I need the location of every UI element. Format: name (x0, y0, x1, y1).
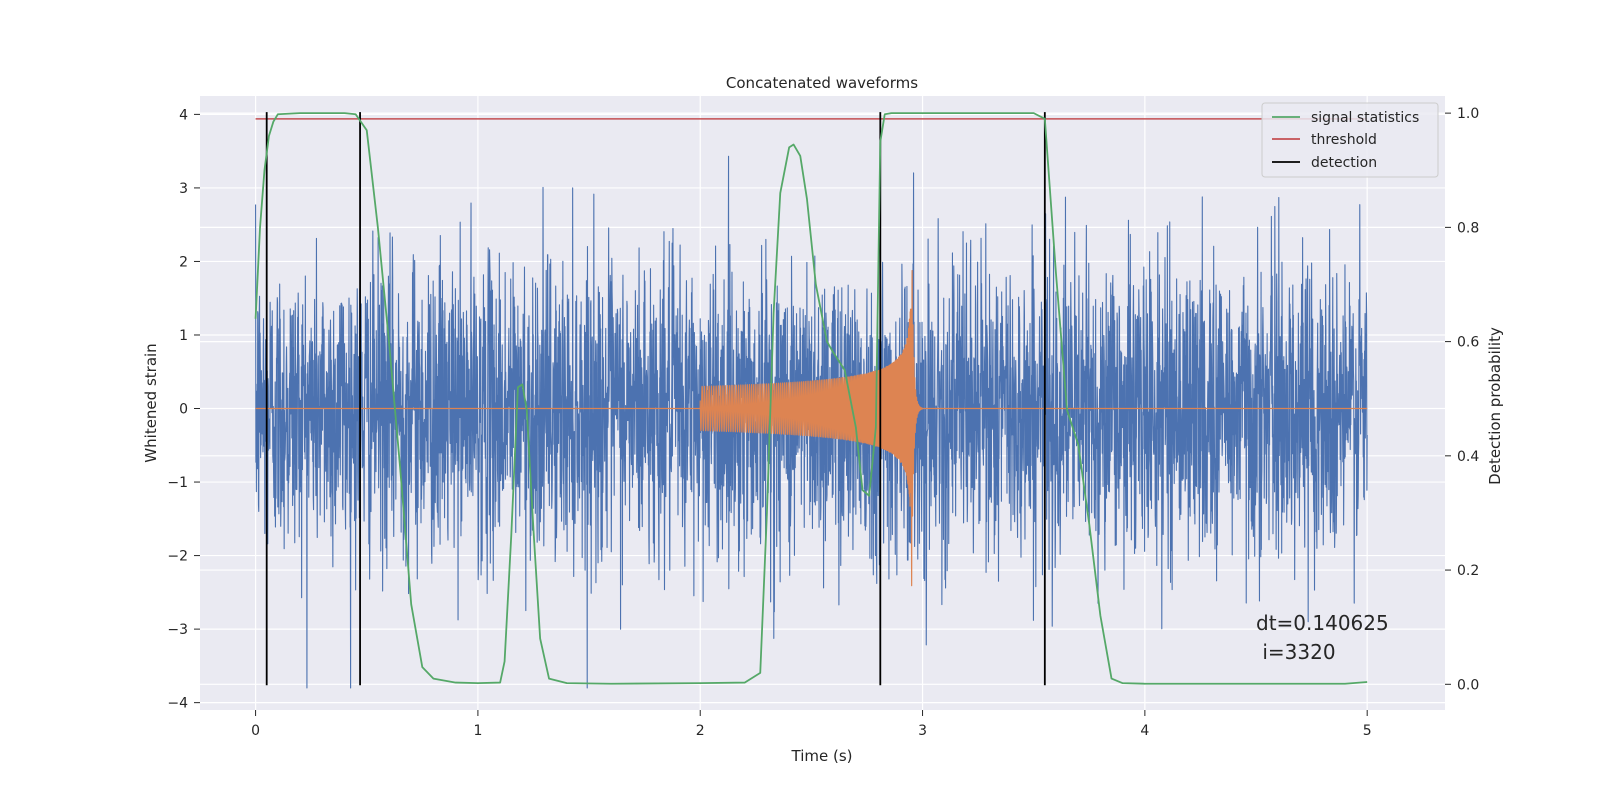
detection-lines (265, 112, 1046, 686)
annotation-index: i=3320 (1256, 640, 1336, 664)
x-tick-label: 1 (473, 723, 482, 739)
legend-label-detection: detection (1311, 155, 1377, 171)
y-tick-label: 1 (179, 328, 188, 344)
y2-tick-label: 0.0 (1457, 677, 1479, 693)
y-tick-label: −4 (167, 696, 188, 712)
legend-label-threshold: threshold (1311, 132, 1377, 148)
y-tick-label: 2 (179, 254, 188, 270)
y2-tick-label: 1.0 (1457, 106, 1479, 122)
y2-axis-title: Detection probability (1486, 327, 1504, 485)
x-tick-label: 5 (1363, 723, 1372, 739)
legend-box (1261, 102, 1439, 178)
legend-label-signal-statistics: signal statistics (1311, 110, 1419, 126)
y-tick-label: 3 (179, 181, 188, 197)
y-axis-title: Whitened strain (142, 343, 160, 462)
x-axis-ticks: 0 1 2 3 4 5 (251, 710, 1372, 739)
y2-tick-label: 0.6 (1457, 335, 1479, 351)
x-tick-label: 0 (251, 723, 260, 739)
x-tick-label: 4 (1140, 723, 1149, 739)
y2-tick-label: 0.2 (1457, 563, 1479, 579)
y2-tick-label: 0.4 (1457, 449, 1479, 465)
y-tick-label: 0 (179, 402, 188, 418)
annotation: dt=0.140625 i=3320 (1256, 611, 1389, 664)
y-tick-label: 4 (179, 107, 188, 123)
y-axis-ticks: −4 −3 −2 −1 0 1 2 3 4 (167, 107, 200, 712)
y2-axis-ticks: 0.0 0.2 0.4 0.6 0.8 1.0 (1445, 106, 1479, 693)
x-tick-label: 3 (918, 723, 927, 739)
y-tick-label: −3 (167, 622, 188, 638)
x-tick-label: 2 (696, 723, 705, 739)
annotation-dt: dt=0.140625 (1256, 611, 1389, 635)
series-signal-statistics (254, 112, 1368, 685)
chart-title: Concatenated waveforms (726, 74, 918, 92)
y-tick-label: −1 (167, 475, 188, 491)
y-tick-label: −2 (167, 549, 188, 565)
y2-tick-label: 0.8 (1457, 220, 1479, 236)
legend: signal statistics threshold detection (1261, 102, 1439, 178)
x-axis-title: Time (s) (791, 747, 853, 765)
series-injected-chirp (255, 269, 1368, 587)
